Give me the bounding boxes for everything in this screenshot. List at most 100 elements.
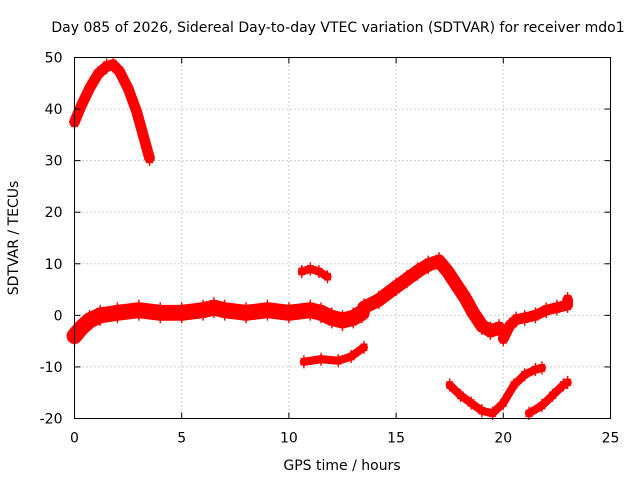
- data-point: [306, 268, 314, 276]
- data-point: [199, 313, 207, 321]
- data-point: [133, 112, 141, 120]
- data-point: [339, 323, 346, 331]
- x-tick-label: 20: [494, 431, 512, 447]
- data-point: [146, 150, 154, 158]
- data-point: [512, 311, 520, 319]
- data-point: [521, 368, 529, 376]
- data-point: [486, 332, 494, 340]
- data-point: [360, 309, 368, 317]
- x-tick-label: 0: [70, 431, 79, 447]
- data-point: [510, 378, 518, 386]
- data-point: [298, 264, 306, 272]
- series-arc-2: [66, 297, 370, 347]
- axis-ticks: 0 5 10 15 20 25 -20 -10 0 10 20 30 40 50: [40, 51, 620, 447]
- data-point: [521, 374, 529, 382]
- x-tick-label: 5: [177, 431, 186, 447]
- data-point: [306, 262, 314, 270]
- x-tick-label: 25: [602, 431, 620, 447]
- y-tick-label: 40: [45, 102, 63, 118]
- data-point: [435, 252, 443, 260]
- series-line: [73, 306, 363, 337]
- y-tick-label: 20: [45, 205, 63, 221]
- data-point: [392, 289, 400, 297]
- data-point: [542, 302, 550, 310]
- data-point: [178, 302, 186, 310]
- plot-frame: [74, 57, 611, 419]
- series-band: [69, 59, 155, 164]
- data-point: [461, 299, 469, 307]
- data-point: [478, 316, 486, 324]
- data-point: [94, 74, 102, 82]
- data-point: [452, 275, 460, 283]
- data-point: [469, 303, 477, 311]
- data-point: [298, 271, 306, 279]
- data-point: [478, 327, 486, 335]
- data-point: [317, 316, 325, 324]
- data-point: [328, 321, 336, 329]
- y-tick-label: 10: [45, 257, 63, 273]
- series-arc-3: [297, 262, 332, 284]
- data-point: [317, 302, 325, 310]
- data-point: [347, 356, 355, 364]
- data-point: [403, 270, 411, 278]
- data-point: [334, 354, 342, 362]
- data-point: [414, 262, 422, 270]
- series-arc-4: [299, 340, 368, 369]
- data-point: [510, 384, 518, 392]
- data-point: [444, 273, 452, 281]
- data-point: [94, 66, 102, 74]
- data-point: [77, 331, 85, 339]
- series-arc-6: [497, 292, 573, 347]
- data-point: [124, 80, 132, 88]
- data-point: [531, 307, 539, 315]
- data-point: [375, 290, 383, 298]
- data-point: [328, 307, 336, 315]
- data-point: [349, 307, 357, 315]
- data-point: [531, 316, 539, 324]
- data-point: [323, 276, 331, 284]
- data-point: [506, 326, 514, 334]
- data-point: [86, 89, 94, 97]
- data-point: [392, 277, 400, 285]
- x-tick-label: 15: [387, 431, 405, 447]
- y-tick-label: 0: [54, 308, 63, 324]
- y-tick-label: 30: [45, 154, 63, 170]
- data-point: [317, 352, 325, 360]
- data-point: [199, 299, 207, 307]
- data-point: [77, 317, 85, 325]
- data-point: [116, 63, 124, 71]
- data-series: [66, 56, 573, 420]
- data-point: [156, 316, 164, 324]
- data-point: [414, 273, 422, 281]
- data-point: [467, 396, 475, 404]
- data-point: [424, 266, 432, 274]
- data-point: [559, 384, 567, 392]
- data-point: [506, 317, 514, 325]
- data-point: [499, 396, 507, 404]
- data-point: [456, 394, 464, 402]
- data-point: [178, 316, 186, 324]
- data-point: [77, 107, 85, 115]
- series-arc-7: [445, 361, 546, 420]
- data-point: [446, 378, 454, 386]
- data-point: [285, 316, 293, 324]
- y-tick-label: 50: [45, 51, 63, 67]
- data-point: [486, 321, 494, 329]
- data-point: [113, 316, 121, 324]
- data-point: [456, 388, 464, 396]
- data-point: [323, 270, 331, 278]
- data-point: [564, 292, 572, 300]
- data-point: [489, 406, 497, 414]
- data-point: [452, 286, 460, 294]
- data-point: [424, 255, 432, 263]
- data-point: [403, 281, 411, 289]
- data-point: [538, 405, 546, 413]
- data-point: [221, 299, 229, 307]
- data-point: [553, 308, 561, 316]
- data-point: [210, 311, 218, 319]
- data-point: [135, 299, 143, 307]
- data-point: [306, 299, 314, 307]
- y-tick-label: -10: [40, 360, 63, 376]
- data-point: [499, 339, 507, 347]
